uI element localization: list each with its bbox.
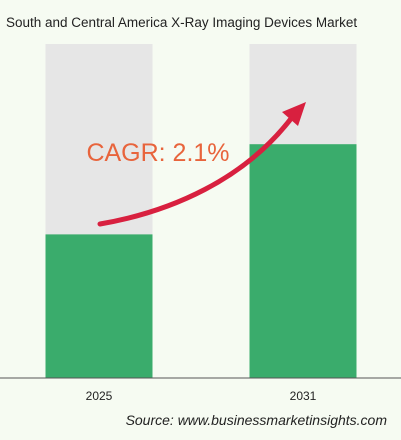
bar-2031 <box>249 144 357 378</box>
chart-title: South and Central America X-Ray Imaging … <box>6 15 358 30</box>
x-tick-label-2031: 2031 <box>290 389 317 403</box>
x-tick-label-2025: 2025 <box>86 389 113 403</box>
growth-arrow <box>97 102 306 227</box>
source-note: Source: www.businessmarketinsights.com <box>125 412 387 428</box>
growth-arrow-head <box>282 102 306 126</box>
cagr-annotation: CAGR: 2.1% <box>86 139 229 167</box>
bar-2025 <box>45 234 153 378</box>
growth-arrow-curve <box>97 113 296 227</box>
